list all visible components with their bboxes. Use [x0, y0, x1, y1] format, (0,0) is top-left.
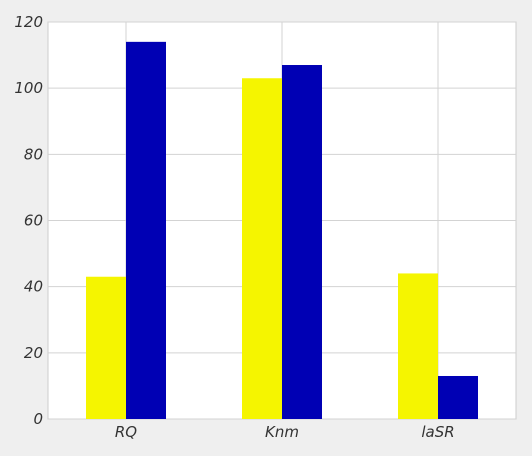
bar-series-1-rq [86, 276, 126, 419]
x-tick-label: laSR [421, 423, 454, 441]
x-axis-ticks: RQ Knm laSR [115, 423, 455, 441]
x-tick-label: Knm [265, 423, 299, 441]
bar-series-1-knm [242, 78, 282, 419]
bar-series-2-rq [126, 41, 166, 419]
x-tick-label: RQ [115, 423, 137, 441]
y-tick-label: 120 [14, 13, 43, 31]
bar-series-2-lasr [438, 375, 478, 419]
y-tick-label: 0 [33, 410, 43, 428]
y-tick-label: 100 [14, 79, 43, 97]
bar-series-2-knm [282, 65, 322, 419]
y-tick-label: 80 [24, 145, 43, 163]
bars [86, 41, 478, 419]
y-tick-label: 40 [24, 278, 43, 296]
bar-series-1-lasr [398, 273, 438, 419]
y-tick-label: 60 [24, 212, 43, 230]
y-tick-label: 20 [24, 344, 43, 362]
y-axis-ticks: 0 20 40 60 80 100 120 [14, 13, 43, 428]
